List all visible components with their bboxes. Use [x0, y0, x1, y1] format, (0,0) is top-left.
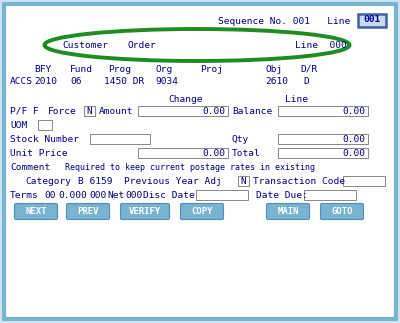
Text: 0.00: 0.00: [342, 134, 365, 143]
Text: ACCS: ACCS: [10, 77, 33, 86]
Text: Force: Force: [48, 107, 77, 116]
Text: 0.00: 0.00: [202, 149, 225, 158]
Text: Disc Date: Disc Date: [143, 191, 195, 200]
Text: 0.00: 0.00: [342, 149, 365, 158]
FancyBboxPatch shape: [90, 134, 150, 144]
Text: Comment: Comment: [10, 162, 50, 172]
FancyBboxPatch shape: [278, 134, 368, 144]
Text: Line: Line: [285, 95, 308, 103]
FancyBboxPatch shape: [14, 203, 58, 220]
FancyBboxPatch shape: [138, 106, 228, 116]
Text: Category: Category: [25, 176, 71, 185]
FancyBboxPatch shape: [304, 190, 356, 200]
Text: Change: Change: [168, 95, 202, 103]
Text: 2610: 2610: [265, 77, 288, 86]
Text: P/F F: P/F F: [10, 107, 39, 116]
FancyBboxPatch shape: [120, 203, 170, 220]
Text: Net: Net: [107, 191, 124, 200]
Text: B 6159  Previous Year Adj: B 6159 Previous Year Adj: [78, 176, 222, 185]
FancyBboxPatch shape: [66, 203, 110, 220]
FancyBboxPatch shape: [266, 203, 310, 220]
Text: N: N: [87, 107, 92, 116]
FancyBboxPatch shape: [180, 203, 224, 220]
Text: Date Due:: Date Due:: [256, 191, 308, 200]
Text: Fund: Fund: [70, 65, 93, 74]
Text: UOM: UOM: [10, 120, 27, 130]
Text: Line  000: Line 000: [295, 40, 347, 49]
Text: D: D: [303, 77, 309, 86]
FancyBboxPatch shape: [38, 120, 52, 130]
Text: Prog: Prog: [108, 65, 131, 74]
Text: Org: Org: [155, 65, 172, 74]
Text: PREV: PREV: [77, 206, 99, 215]
Text: Amount: Amount: [99, 107, 134, 116]
FancyBboxPatch shape: [238, 176, 249, 186]
Text: 000: 000: [89, 191, 106, 200]
Text: 0.00: 0.00: [342, 107, 365, 116]
Text: BFY: BFY: [34, 65, 51, 74]
Text: 000: 000: [125, 191, 142, 200]
Text: 001: 001: [363, 16, 381, 25]
FancyBboxPatch shape: [196, 190, 248, 200]
Text: Terms: Terms: [10, 191, 39, 200]
FancyBboxPatch shape: [84, 106, 95, 116]
Text: Balance: Balance: [232, 107, 272, 116]
Text: NEXT: NEXT: [25, 206, 47, 215]
Text: N: N: [241, 176, 246, 185]
FancyBboxPatch shape: [138, 148, 228, 158]
Text: 1450 DR: 1450 DR: [104, 77, 144, 86]
Text: 0.00: 0.00: [202, 107, 225, 116]
Text: 0.000: 0.000: [58, 191, 87, 200]
Text: Total: Total: [232, 149, 261, 158]
Text: GOTO: GOTO: [331, 206, 353, 215]
Text: MAIN: MAIN: [277, 206, 299, 215]
Text: Proj: Proj: [200, 65, 223, 74]
Text: 06: 06: [70, 77, 82, 86]
Text: 2010: 2010: [34, 77, 57, 86]
Text: Transaction Code: Transaction Code: [253, 176, 345, 185]
Text: Required to keep current postage rates in existing: Required to keep current postage rates i…: [65, 162, 315, 172]
Text: 9034: 9034: [155, 77, 178, 86]
FancyBboxPatch shape: [343, 176, 385, 186]
FancyBboxPatch shape: [358, 14, 386, 27]
Text: Customer: Customer: [62, 40, 108, 49]
Text: COPY: COPY: [191, 206, 213, 215]
Text: Qty: Qty: [232, 134, 249, 143]
Text: 00: 00: [44, 191, 56, 200]
FancyBboxPatch shape: [278, 148, 368, 158]
FancyBboxPatch shape: [4, 4, 396, 319]
FancyBboxPatch shape: [278, 106, 368, 116]
Text: VERIFY: VERIFY: [129, 206, 161, 215]
Text: Unit Price: Unit Price: [10, 149, 68, 158]
Text: D/R: D/R: [300, 65, 317, 74]
Text: Stock Number: Stock Number: [10, 134, 79, 143]
FancyBboxPatch shape: [320, 203, 364, 220]
Text: Order: Order: [128, 40, 157, 49]
Text: Obj: Obj: [265, 65, 282, 74]
Text: Sequence No. 001   Line: Sequence No. 001 Line: [218, 16, 350, 26]
